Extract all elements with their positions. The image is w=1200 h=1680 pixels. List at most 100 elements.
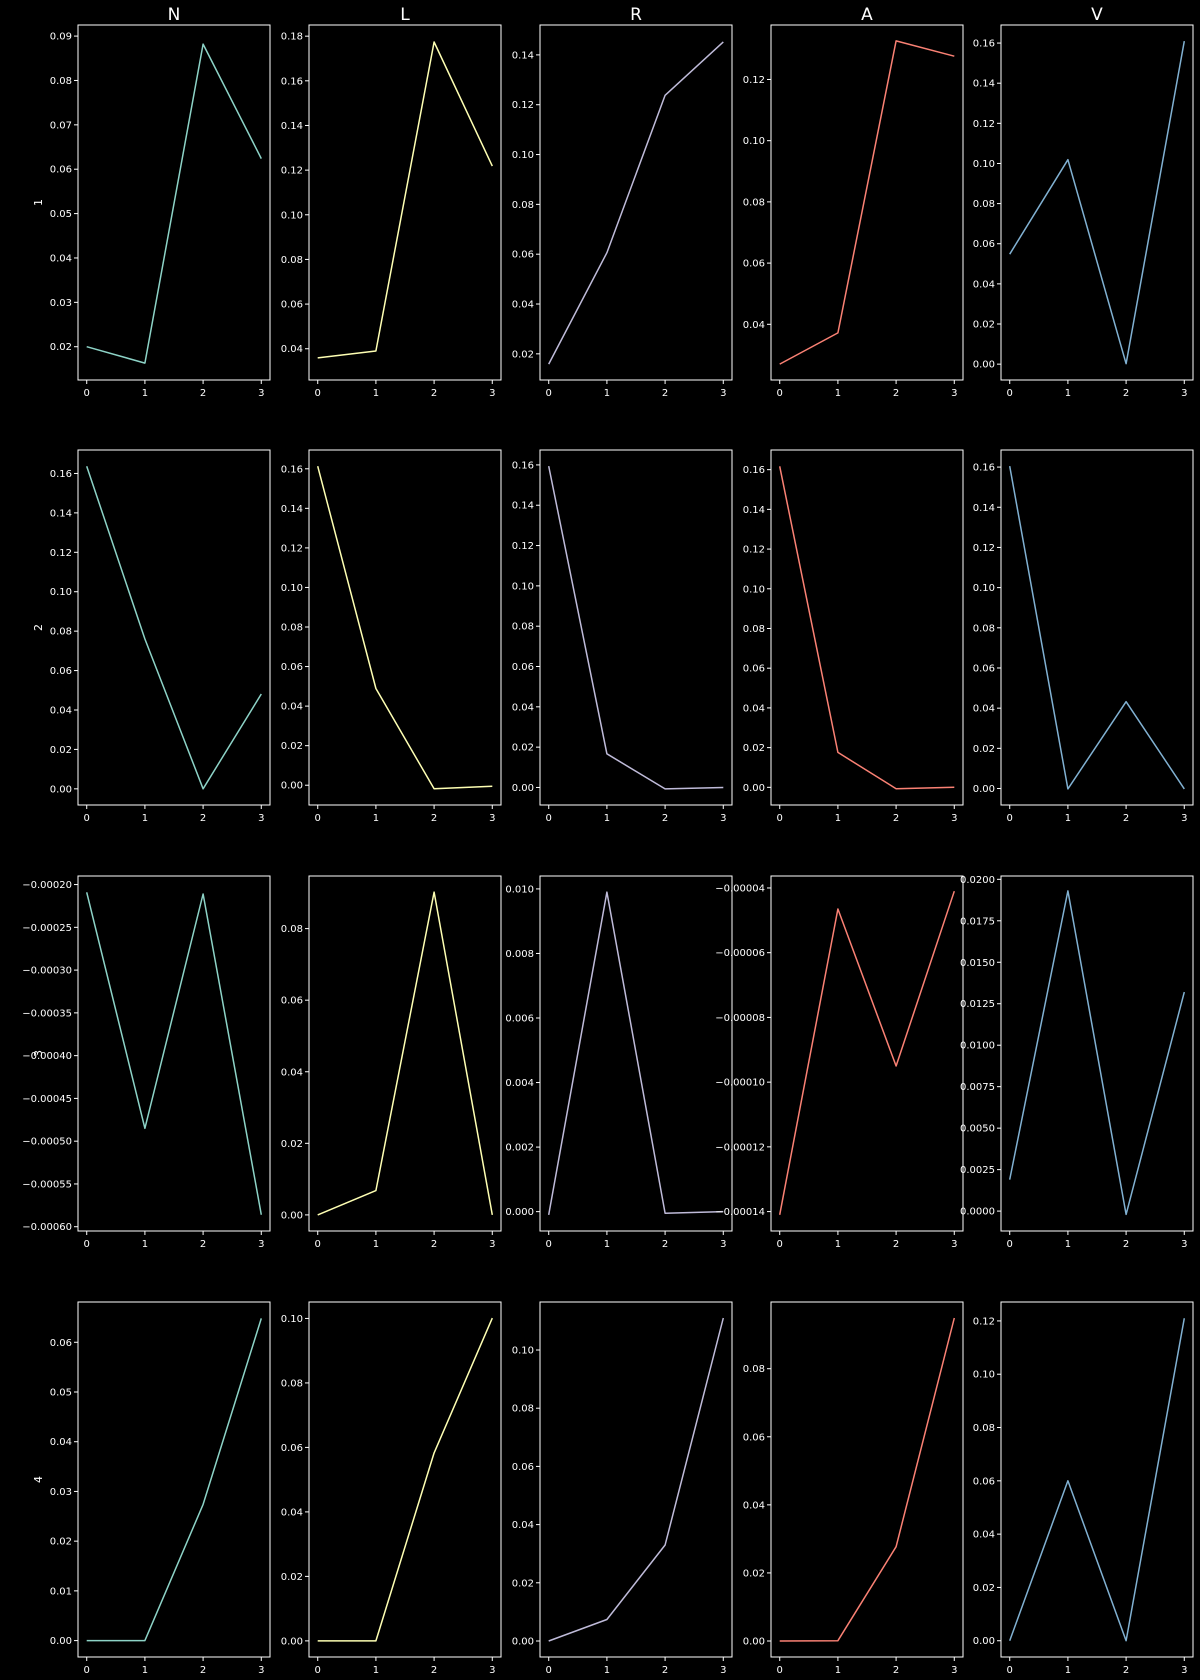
y-tick-label: −0.00040 — [22, 1051, 72, 1062]
y-tick-label: 0.10 — [281, 1314, 303, 1325]
y-tick-label: 0.08 — [281, 623, 303, 634]
y-tick-label: 0.12 — [512, 541, 534, 552]
x-tick-label: 3 — [489, 1239, 495, 1250]
y-tick-label: 0.12 — [743, 75, 765, 86]
y-tick-label: 0.01 — [50, 1586, 72, 1597]
x-tick-label: 1 — [835, 1239, 841, 1250]
y-tick-label: 0.00 — [973, 784, 995, 795]
x-tick-label: 2 — [1123, 388, 1129, 399]
x-tick-label: 2 — [200, 1239, 206, 1250]
y-tick-label: 0.0075 — [960, 1082, 995, 1093]
y-tick-label: 0.08 — [973, 1423, 995, 1434]
y-tick-label: 0.02 — [743, 743, 765, 754]
axes-frame — [77, 449, 271, 806]
y-tick-label: 0.02 — [512, 743, 534, 754]
axes-frame — [1000, 1301, 1194, 1658]
x-tick-label: 1 — [373, 813, 379, 824]
y-tick-label: 0.16 — [50, 469, 72, 480]
x-tick-label: 1 — [142, 813, 148, 824]
y-tick-label: 0.10 — [973, 159, 995, 170]
y-tick-label: 0.00 — [743, 1637, 765, 1648]
y-tick-label: 0.12 — [50, 548, 72, 559]
y-tick-label: 0.02 — [281, 741, 303, 752]
y-tick-label: 0.0100 — [960, 1041, 995, 1052]
y-tick-label: 0.10 — [973, 1370, 995, 1381]
panel-2-r: 0 1 2 3 0.00 0.02 0.04 0.06 0.08 0.10 0.12 0.14 0.16 — [512, 449, 733, 824]
y-tick-label: 0.07 — [50, 120, 72, 131]
y-tick-label: 0.08 — [512, 200, 534, 211]
panel-1-n: 0 1 2 3 0.02 0.03 0.04 0.05 0.06 0.07 0.08 0.09 — [50, 24, 271, 399]
y-tick-label: 0.12 — [512, 100, 534, 111]
y-tick-label: −0.00030 — [22, 966, 72, 977]
axes-frame — [1000, 24, 1194, 381]
x-tick-label: 3 — [951, 1239, 957, 1250]
y-tick-label: 0.14 — [281, 504, 303, 515]
x-tick-label: 2 — [893, 1239, 899, 1250]
x-tick-label: 2 — [662, 1239, 668, 1250]
y-tick-label: 0.0025 — [960, 1165, 995, 1176]
y-tick-label: 0.02 — [512, 349, 534, 360]
y-tick-label: 0.00 — [50, 784, 72, 795]
row-label-3: 3 — [32, 1050, 45, 1057]
y-tick-label: 0.04 — [973, 1530, 995, 1541]
y-tick-label: 0.18 — [281, 32, 303, 43]
y-tick-label: 0.08 — [281, 924, 303, 935]
x-tick-label: 3 — [720, 388, 726, 399]
y-tick-label: 0.08 — [743, 1364, 765, 1375]
series-line — [85, 465, 262, 790]
x-tick-label: 0 — [1007, 388, 1013, 399]
y-tick-label: 0.04 — [512, 702, 534, 713]
series-line — [317, 1317, 493, 1642]
series-line — [779, 1317, 956, 1642]
axes-frame — [770, 875, 964, 1232]
y-tick-label: 0.04 — [743, 703, 765, 714]
x-tick-label: 3 — [1181, 388, 1187, 399]
x-tick-label: 0 — [777, 388, 783, 399]
y-tick-label: −0.00014 — [715, 1207, 765, 1218]
y-tick-label: 0.10 — [512, 581, 534, 592]
axes-frame — [308, 24, 502, 381]
y-tick-label: 0.02 — [50, 342, 72, 353]
x-tick-label: 3 — [489, 813, 495, 824]
x-tick-label: 3 — [951, 1665, 957, 1676]
x-tick-label: 2 — [200, 388, 206, 399]
y-tick-label: 0.03 — [50, 298, 72, 309]
y-tick-label: 0.08 — [50, 76, 72, 87]
panel-4-l: 0 1 2 3 0.00 0.02 0.04 0.06 0.08 0.10 — [281, 1301, 502, 1676]
y-tick-label: 0.04 — [281, 702, 303, 713]
y-tick-label: 0.10 — [973, 583, 995, 594]
x-tick-label: 1 — [604, 813, 610, 824]
axes-frame — [539, 24, 733, 381]
y-tick-label: 0.06 — [281, 1443, 303, 1454]
x-tick-label: 0 — [84, 388, 90, 399]
y-tick-label: 0.10 — [512, 150, 534, 161]
y-tick-label: 0.06 — [512, 1462, 534, 1473]
y-tick-label: 0.06 — [743, 1432, 765, 1443]
x-tick-label: 3 — [951, 388, 957, 399]
series-line — [778, 466, 955, 790]
x-tick-label: 2 — [200, 1665, 206, 1676]
y-tick-label: 0.08 — [973, 623, 995, 634]
y-tick-label: 0.08 — [512, 1404, 534, 1415]
x-tick-label: 1 — [142, 1239, 148, 1250]
y-tick-label: 0.06 — [973, 663, 995, 674]
y-tick-label: 0.08 — [281, 1378, 303, 1389]
axes-frame — [308, 449, 502, 806]
x-tick-label: 1 — [1065, 813, 1071, 824]
x-tick-label: 1 — [1065, 1665, 1071, 1676]
y-tick-label: 0.03 — [50, 1487, 72, 1498]
y-tick-label: 0.04 — [50, 705, 72, 716]
y-tick-label: 0.04 — [281, 1067, 303, 1078]
x-tick-label: 3 — [720, 1239, 726, 1250]
panel-3-r: 0 1 2 3 0.000 0.002 0.004 0.006 0.008 0.010 — [505, 875, 733, 1250]
y-tick-label: 0.008 — [505, 949, 534, 960]
y-tick-label: 0.0175 — [960, 916, 995, 927]
y-tick-label: 0.04 — [50, 1437, 72, 1448]
panel-2-l: 0 1 2 3 0.00 0.02 0.04 0.06 0.08 0.10 0.12 0.14 0.16 — [281, 449, 502, 824]
panel-2-a: 0 1 2 3 0.00 0.02 0.04 0.06 0.08 0.10 0.12 0.14 0.16 — [743, 449, 964, 824]
x-tick-label: 0 — [546, 813, 552, 824]
y-tick-label: 0.04 — [281, 344, 303, 355]
y-tick-label: 0.08 — [281, 255, 303, 266]
series-line — [317, 891, 494, 1216]
y-tick-label: 0.00 — [973, 1636, 995, 1647]
